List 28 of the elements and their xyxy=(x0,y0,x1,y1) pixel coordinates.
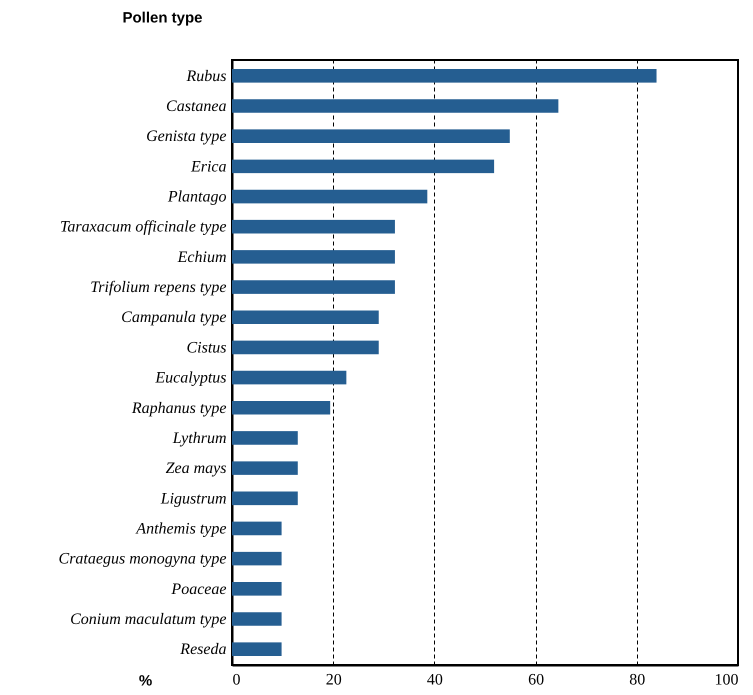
y-tick-label: Campanula type xyxy=(121,309,226,326)
y-tick-label: Genista type xyxy=(146,128,226,146)
y-tick-label: Plantago xyxy=(166,188,226,206)
y-axis-title: Pollen type xyxy=(122,10,203,26)
x-tick-label: 0 xyxy=(232,672,240,688)
x-tick-label: 40 xyxy=(426,672,443,688)
y-tick-label: Rubus xyxy=(186,68,226,85)
y-tick-label: Ligustrum xyxy=(160,490,226,508)
y-tick-label: Eucalyptus xyxy=(154,370,226,387)
y-tick-label: Castanea xyxy=(166,98,226,116)
y-tick-label: Lythrum xyxy=(172,430,226,447)
y-tick-label: Zea mays xyxy=(166,460,226,478)
x-tick-label: 20 xyxy=(326,672,342,688)
y-tick-label: Crataegus monogyna type xyxy=(58,550,226,568)
y-tick-label: Echium xyxy=(176,248,226,266)
x-tick-label: 100 xyxy=(714,672,738,688)
y-tick-label: Poaceae xyxy=(170,580,226,598)
y-tick-label: Trifolium repens type xyxy=(90,279,226,296)
x-tick-label: 80 xyxy=(629,672,646,688)
y-tick-label: Erica xyxy=(190,158,226,176)
x-axis-title: % xyxy=(138,672,152,690)
y-tick-label: Anthemis type xyxy=(135,520,226,538)
y-tick-label: Raphanus type xyxy=(130,400,226,417)
y-tick-label: Reseda xyxy=(179,641,226,658)
y-tick-label: Cistus xyxy=(186,339,226,356)
x-tick-label: 60 xyxy=(528,672,544,688)
y-tick-label: Conium maculatum type xyxy=(70,610,226,628)
y-tick-label: Taraxacum officinale type xyxy=(60,218,226,236)
